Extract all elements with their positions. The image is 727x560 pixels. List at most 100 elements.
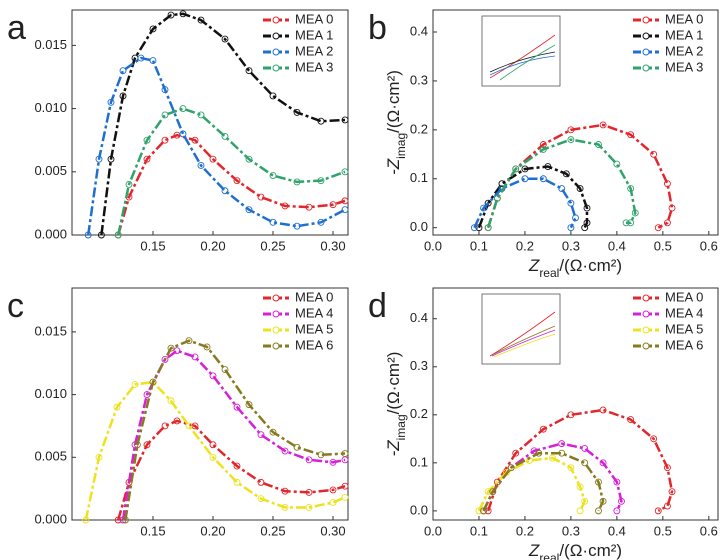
panel-label: d [368, 287, 387, 325]
data-point [512, 449, 520, 457]
data-point [512, 165, 520, 173]
x-tick-label: 0.30 [320, 523, 345, 538]
y-tick-label: 0.2 [410, 121, 428, 136]
data-point [305, 203, 313, 211]
data-point [317, 117, 325, 125]
axis-label: Zreal/(Ω·cm²) [528, 256, 622, 280]
legend-marker [642, 32, 650, 40]
legend-label: MEA 6 [295, 337, 333, 352]
data-point [221, 366, 229, 373]
data-point [599, 121, 607, 129]
data-point [341, 206, 349, 214]
data-point [191, 353, 199, 361]
x-tick-label: 0.6 [700, 523, 718, 538]
data-point [197, 16, 205, 24]
series-line [100, 12, 346, 236]
data-point [341, 493, 349, 501]
data-point [173, 417, 181, 425]
data-point [245, 401, 253, 409]
legend-label: MEA 4 [665, 305, 703, 320]
data-point [558, 185, 566, 192]
data-point [341, 450, 349, 457]
legend-marker [642, 64, 650, 72]
data-point [521, 165, 529, 173]
data-point [581, 459, 589, 467]
axis-label-part: /(Ω·cm²) [559, 256, 622, 275]
data-point [650, 150, 658, 158]
legend-marker [272, 64, 280, 72]
x-tick-label: 0.15 [140, 238, 165, 253]
x-tick-label: 0.1 [470, 523, 488, 538]
data-point [257, 431, 265, 439]
series-line [116, 107, 346, 236]
data-point [209, 453, 217, 461]
y-tick-label: 0.000 [34, 226, 67, 241]
data-point [613, 160, 621, 168]
data-point [535, 449, 543, 457]
data-point [549, 454, 556, 462]
data-point [245, 206, 253, 214]
data-point [576, 507, 584, 515]
legend-marker [642, 310, 650, 318]
series-line [116, 419, 346, 521]
data-point [95, 453, 103, 461]
data-point [480, 204, 488, 212]
x-tick-label: 0.4 [608, 523, 626, 538]
data-point [191, 136, 199, 144]
data-point [567, 411, 575, 419]
data-point [161, 111, 169, 119]
data-point [498, 180, 506, 188]
data-point [668, 204, 676, 212]
data-point [539, 141, 547, 148]
data-point [618, 497, 625, 505]
panel-label: b [368, 9, 387, 47]
data-point [257, 193, 265, 201]
data-point [484, 199, 492, 207]
data-point [539, 145, 547, 153]
data-point [650, 435, 658, 443]
data-point [131, 381, 139, 389]
data-point [475, 507, 483, 515]
data-point [654, 224, 662, 232]
data-point [95, 155, 103, 163]
data-point [581, 444, 589, 452]
data-point [507, 464, 515, 472]
data-point [558, 449, 566, 457]
legend-label: MEA 3 [295, 59, 333, 74]
data-point [341, 168, 349, 176]
data-point [233, 478, 241, 486]
y-tick-label: 0.005 [34, 163, 67, 178]
data-point [317, 451, 325, 459]
legend-label: MEA 1 [295, 27, 333, 42]
x-tick-label: 0.0 [424, 523, 442, 538]
axis-label-part: imag [394, 133, 408, 159]
data-point [121, 516, 129, 524]
data-point [576, 185, 584, 192]
axis-label-part: Z [528, 256, 540, 275]
axis-label-part: /(Ω·cm²) [559, 541, 622, 560]
panel-label: c [7, 287, 24, 325]
data-point [113, 403, 121, 411]
data-point [663, 219, 671, 227]
panel-label: a [7, 9, 26, 47]
data-point [329, 458, 337, 466]
x-tick-label: 0.3 [562, 238, 580, 253]
plot-frame [432, 9, 719, 236]
x-tick-label: 0.25 [260, 238, 285, 253]
data-point [567, 464, 575, 472]
legend-label: MEA 0 [665, 11, 703, 26]
data-point [663, 180, 671, 188]
data-point [627, 185, 635, 192]
data-point [341, 482, 349, 490]
data-point [167, 11, 175, 19]
axis-label-part: /(Ω·cm²) [384, 70, 403, 133]
data-point [281, 504, 289, 511]
data-point [107, 98, 115, 106]
axis-label: -Zimag/(Ω·cm²) [384, 70, 408, 175]
data-point [221, 187, 229, 195]
data-point [197, 162, 205, 169]
y-tick-label: 0.010 [34, 386, 67, 401]
y-tick-label: 0.000 [34, 511, 67, 526]
data-point [581, 224, 589, 232]
data-point [84, 231, 92, 239]
